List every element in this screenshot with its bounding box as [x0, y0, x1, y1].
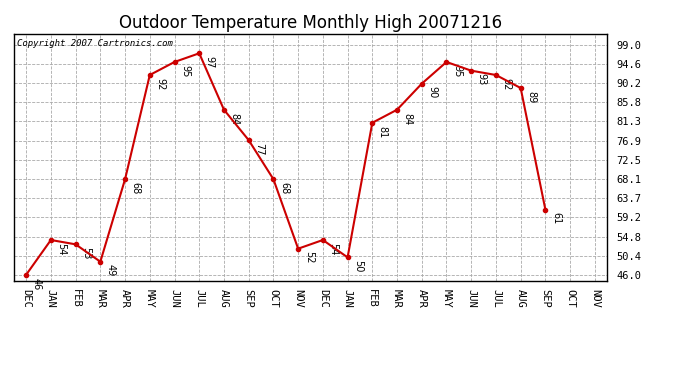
- Text: 61: 61: [551, 212, 561, 225]
- Text: 46: 46: [32, 278, 41, 290]
- Text: 49: 49: [106, 264, 116, 277]
- Text: 53: 53: [81, 247, 91, 259]
- Text: 84: 84: [230, 112, 239, 125]
- Text: 50: 50: [353, 260, 363, 273]
- Text: 81: 81: [378, 126, 388, 138]
- Text: 77: 77: [254, 143, 264, 155]
- Text: 54: 54: [57, 243, 66, 255]
- Title: Outdoor Temperature Monthly High 20071216: Outdoor Temperature Monthly High 2007121…: [119, 14, 502, 32]
- Text: 54: 54: [328, 243, 338, 255]
- Text: 89: 89: [526, 91, 536, 103]
- Text: 52: 52: [304, 252, 314, 264]
- Text: 90: 90: [427, 87, 437, 99]
- Text: 68: 68: [130, 182, 141, 194]
- Text: 95: 95: [452, 65, 462, 77]
- Text: 92: 92: [502, 78, 511, 90]
- Text: 84: 84: [402, 112, 413, 125]
- Text: 92: 92: [155, 78, 166, 90]
- Text: 68: 68: [279, 182, 289, 194]
- Text: Copyright 2007 Cartronics.com: Copyright 2007 Cartronics.com: [17, 39, 172, 48]
- Text: 95: 95: [180, 65, 190, 77]
- Text: 93: 93: [477, 74, 486, 86]
- Text: 97: 97: [205, 56, 215, 69]
